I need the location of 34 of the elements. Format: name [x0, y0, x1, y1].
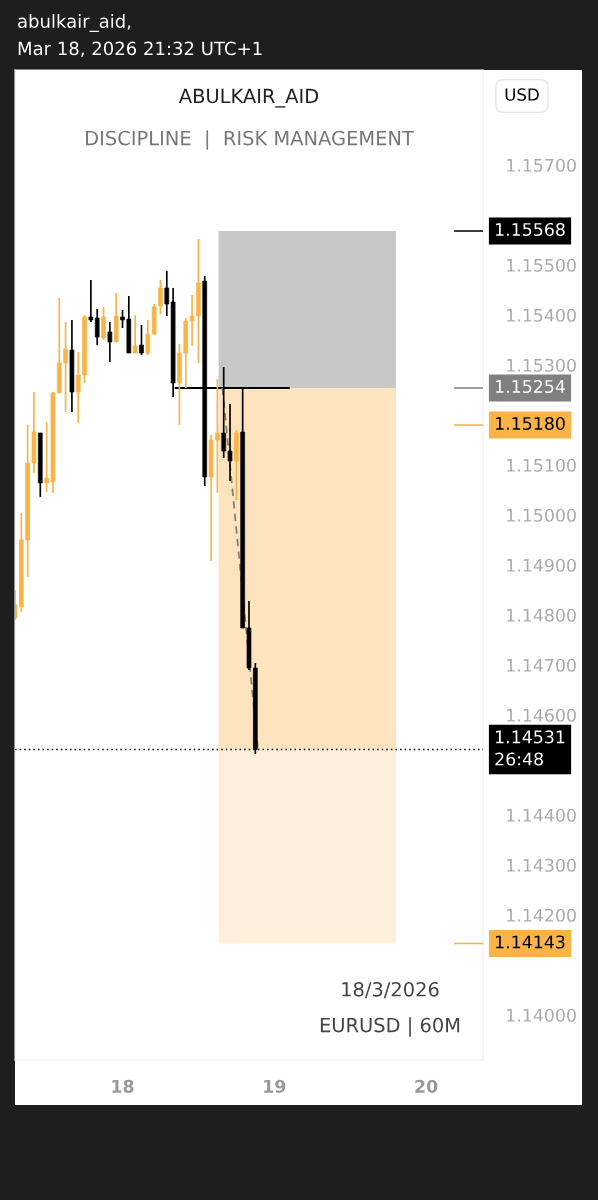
y-tick-label: 1.14900	[507, 558, 576, 572]
ref-line-label: 1.14531 26:48	[495, 730, 565, 766]
x-tick-label: 19	[264, 1079, 286, 1093]
text: ABULKAIR_AID	[178, 88, 319, 108]
y-tick-label: 1.14300	[507, 858, 576, 872]
y-tick-label: 1.15400	[507, 308, 576, 322]
text: Mar 18, 2026 21:32 UTC+1	[18, 41, 262, 58]
annotation: 18/3/2026	[342, 981, 439, 999]
candlestick	[132, 314, 138, 354]
text: DISCIPLINE | RISK MANAGEMENT	[86, 130, 414, 150]
x-tick-label: 20	[415, 1079, 438, 1093]
y-tick-label: 1.15700	[507, 158, 576, 172]
y-tick-label: 1.15300	[507, 358, 576, 372]
y-tick-label: 1.14400	[507, 808, 576, 822]
ref-line-label: 1.14143	[496, 935, 565, 949]
y-tick-label: 1.15500	[507, 258, 576, 272]
y-tick-label: 1.14200	[507, 908, 576, 922]
text: abulkair_aid,	[18, 14, 131, 32]
x-tick-label: 18	[112, 1079, 134, 1093]
ref-line-label: 1.15568	[496, 222, 565, 237]
ref-line-label: 1.15180	[496, 416, 565, 431]
y-tick-label: 1.14000	[507, 1008, 576, 1022]
ref-line-label: 1.15254	[496, 379, 565, 394]
y-tick-label: 1.15100	[507, 458, 576, 472]
candlestick	[139, 324, 144, 356]
text: USD	[505, 88, 539, 101]
y-tick-label: 1.15000	[507, 508, 576, 522]
y-tick-label: 1.14600	[507, 708, 576, 722]
candlestick	[145, 319, 151, 356]
y-tick-label: 1.14700	[507, 658, 576, 672]
candlestick	[107, 321, 113, 363]
annotation: EURUSD | 60M	[320, 1017, 460, 1037]
candlestick	[101, 306, 106, 341]
y-tick-label: 1.14800	[507, 608, 576, 622]
